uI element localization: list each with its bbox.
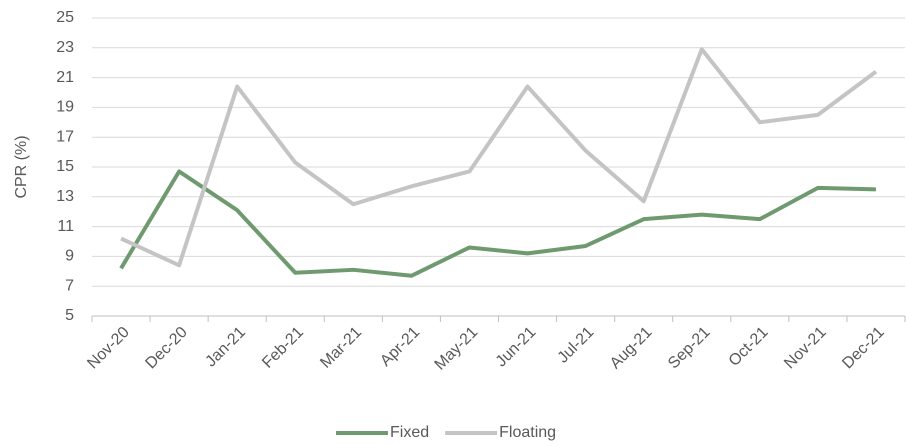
x-tick-label: May-21 [432, 324, 482, 374]
y-axis-label: CPR (%) [13, 135, 30, 198]
x-tick-label: Oct-21 [726, 324, 772, 370]
series-line [119, 169, 877, 278]
legend-label: Floating [499, 424, 556, 441]
x-tick-label: Dec-21 [839, 324, 888, 373]
series-line [120, 47, 878, 268]
x-tick-label: Dec-20 [142, 324, 191, 373]
y-tick-label: 17 [56, 128, 74, 145]
y-tick-label: 13 [56, 188, 74, 205]
x-tick-label: Jan-21 [202, 324, 249, 371]
x-tick-label: Apr-21 [377, 324, 423, 370]
y-tick-label: 23 [56, 39, 74, 56]
x-tick-label: Nov-20 [84, 324, 133, 373]
x-tick-label: Nov-21 [781, 324, 830, 373]
y-tick-label: 15 [56, 158, 74, 175]
legend-label: Fixed [390, 424, 429, 441]
y-tick-label: 9 [65, 248, 74, 265]
y-tick-label: 25 [56, 9, 74, 26]
y-tick-label: 11 [57, 218, 74, 235]
x-tick-label: Mar-21 [317, 324, 365, 372]
x-tick-label: Sep-21 [665, 324, 714, 373]
y-tick-label: 5 [65, 307, 74, 324]
y-tick-label: 21 [56, 69, 74, 86]
y-tick-label: 7 [65, 277, 74, 294]
x-tick-label: Aug-21 [607, 324, 656, 373]
x-tick-label: Feb-21 [259, 324, 307, 372]
x-tick-label: Jul-21 [555, 324, 598, 367]
y-tick-label: 19 [56, 99, 74, 116]
x-tick-label: Jun-21 [493, 324, 540, 371]
